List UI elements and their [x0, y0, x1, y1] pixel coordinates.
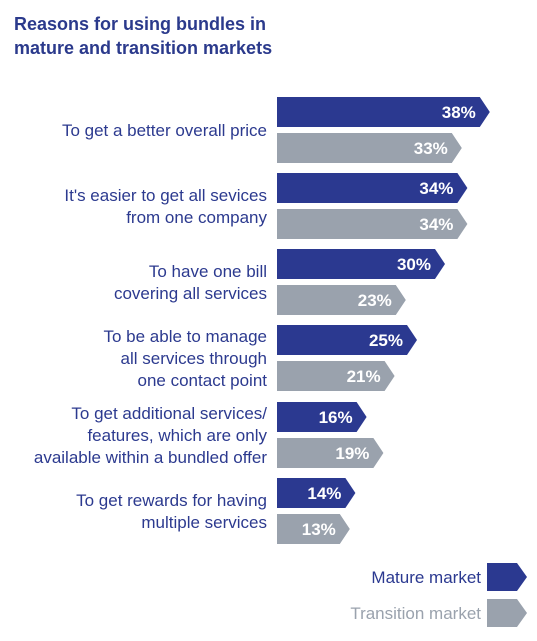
value-label-mature-4: 16% — [319, 408, 353, 427]
value-label-mature-0: 38% — [442, 103, 476, 122]
bar-mature-4 — [277, 402, 367, 432]
value-label-mature-1: 34% — [419, 179, 453, 198]
bar-mature-3 — [277, 325, 417, 355]
chart-title-line-2: mature and transition markets — [14, 38, 273, 58]
bar-transition-5 — [277, 514, 350, 544]
bar-transition-1 — [277, 209, 468, 239]
legend-label-transition: Transition market — [350, 604, 481, 623]
category-label-4: To get additional services/features, whi… — [34, 404, 268, 467]
category-label-2: To have one bill covering all services — [114, 262, 267, 303]
bar-mature-2 — [277, 249, 445, 279]
bar-transition-2 — [277, 285, 406, 315]
bar-mature-5 — [277, 478, 356, 508]
category-label-5: To get rewards for having multiple servic… — [76, 491, 267, 532]
bar-transition-3 — [277, 361, 395, 391]
category-label-0: To get a better overall price — [62, 121, 267, 140]
value-label-transition-5: 13% — [302, 520, 336, 539]
value-label-mature-2: 30% — [397, 255, 431, 274]
legend-swatch-mature — [487, 563, 527, 591]
legend-label-mature: Mature market — [371, 568, 481, 587]
legend-swatch-transition — [487, 599, 527, 627]
value-label-transition-1: 34% — [419, 215, 453, 234]
value-label-mature-5: 14% — [307, 484, 341, 503]
value-label-transition-2: 23% — [358, 291, 392, 310]
value-label-mature-3: 25% — [369, 331, 403, 350]
category-label-3: To be able to manage all services through… — [103, 327, 267, 390]
bar-transition-4 — [277, 438, 384, 468]
chart-title: Reasons for using bundles in mature and … — [14, 12, 344, 60]
bar-mature-0 — [277, 97, 490, 127]
value-label-transition-4: 19% — [335, 444, 369, 463]
value-label-transition-3: 21% — [347, 367, 381, 386]
value-label-transition-0: 33% — [414, 139, 448, 158]
bar-transition-0 — [277, 133, 462, 163]
chart-title-line-1: Reasons for using bundles in — [14, 14, 267, 34]
bar-mature-1 — [277, 173, 468, 203]
category-label-1: It's easier to get all sevices from one c… — [64, 186, 267, 227]
